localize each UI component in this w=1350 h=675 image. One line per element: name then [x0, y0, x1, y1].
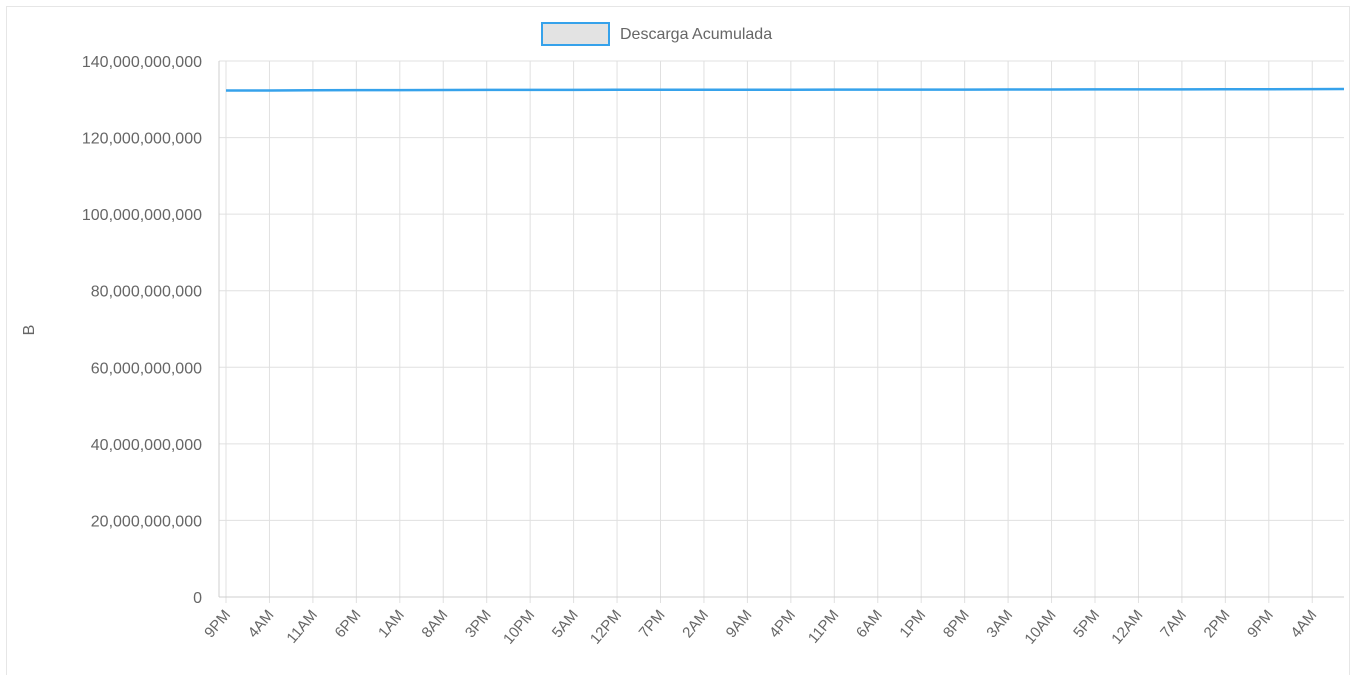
x-tick-label: 6AM [853, 607, 886, 642]
y-tick-label: 20,000,000,000 [91, 513, 202, 530]
x-tick-label: 3PM [462, 607, 495, 642]
x-tick-label: 2AM [679, 607, 712, 642]
x-tick-label: 9AM [723, 607, 756, 642]
y-axis-title: B [21, 325, 38, 336]
y-tick-label: 0 [193, 590, 202, 607]
legend-label[interactable]: Descarga Acumulada [620, 26, 772, 43]
x-tick-label: 10PM [500, 607, 538, 648]
x-tick-label: 4AM [1287, 607, 1320, 642]
x-tick-label: 5AM [549, 607, 582, 642]
x-tick-label: 11AM [283, 607, 320, 647]
x-tick-label: 7PM [636, 607, 669, 642]
legend-swatch[interactable] [541, 22, 610, 46]
x-tick-label: 2PM [1201, 607, 1234, 642]
y-tick-label: 80,000,000,000 [91, 284, 202, 301]
x-tick-label: 1AM [375, 607, 408, 642]
x-tick-label: 4AM [245, 607, 278, 642]
x-tick-label: 9PM [1244, 607, 1277, 642]
series-line [226, 87, 1345, 92]
y-tick-label: 120,000,000,000 [82, 131, 202, 148]
x-tick-label: 9PM [201, 607, 234, 642]
y-tick-label: 60,000,000,000 [91, 360, 202, 377]
axis-layer: 0 20,000,000,000 40,000,000,000 60,000,000,… [82, 54, 1344, 648]
x-tick-label: 5PM [1070, 607, 1103, 642]
x-tick-label: 11PM [805, 607, 842, 647]
x-tick-label: 12PM [587, 607, 625, 648]
legend[interactable]: Descarga Acumulada [541, 22, 772, 46]
grid-layer [219, 60, 1344, 603]
series-layer [226, 87, 1345, 92]
x-tick-label: 12AM [1108, 607, 1146, 648]
x-tick-label: 8PM [940, 607, 973, 642]
x-tick-label: 3AM [983, 607, 1016, 642]
x-tick-label: 10AM [1021, 607, 1059, 648]
x-tick-label: 7AM [1157, 607, 1190, 642]
x-tick-label: 4PM [766, 607, 799, 642]
y-tick-label: 100,000,000,000 [82, 207, 202, 224]
x-tick-label: 8AM [418, 607, 451, 642]
x-tick-label: 6PM [332, 607, 365, 642]
y-tick-label: 40,000,000,000 [91, 437, 202, 454]
y-tick-label: 140,000,000,000 [82, 54, 202, 71]
x-tick-label: 1PM [896, 607, 929, 642]
